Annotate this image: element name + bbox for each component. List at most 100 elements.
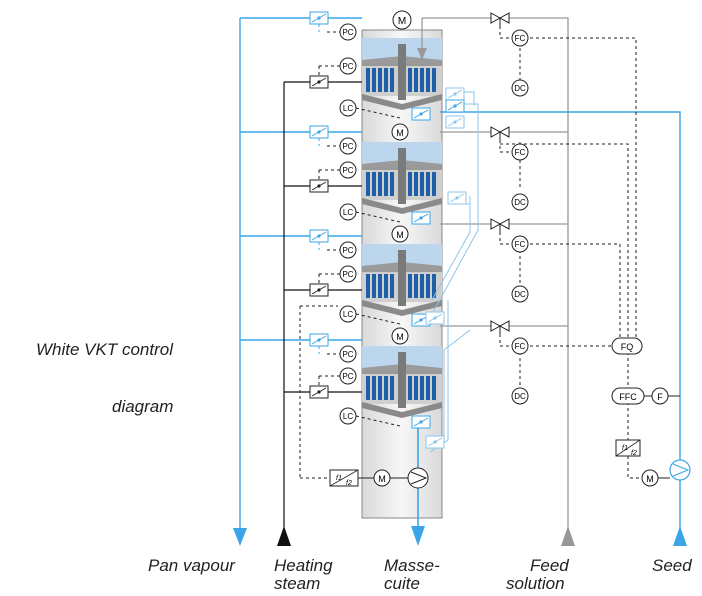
seed-valve-c — [445, 115, 465, 129]
steam-pc-2-label: PC — [342, 166, 353, 175]
seed-motor-icon: M — [641, 469, 659, 487]
heater-tube — [372, 68, 376, 92]
steam-pc-4: PC — [339, 367, 357, 385]
level-controller-3: LC — [339, 305, 357, 323]
svg-text:M: M — [396, 128, 404, 138]
seed-lines — [440, 111, 681, 530]
seed-pump-icon — [669, 459, 691, 481]
feed-fc-2: FC — [511, 143, 529, 161]
massecuite-arrow — [411, 526, 425, 546]
steam-pc-4-label: PC — [342, 372, 353, 381]
heater-tube — [420, 172, 424, 196]
heater-tube — [426, 376, 430, 400]
center-divider — [398, 148, 406, 204]
level-controller-2-label: LC — [343, 208, 353, 217]
density-controller-3-label: DC — [514, 290, 526, 299]
level-controller-4-label: LC — [343, 412, 353, 421]
massecuite-motor-label: M — [378, 474, 386, 484]
vapour-pc-1: PC — [339, 23, 357, 41]
heater-tube — [414, 274, 418, 298]
vessel-stage-4 — [362, 346, 442, 418]
density-controller-1: DC — [511, 79, 529, 97]
steam-pc-1: PC — [339, 57, 357, 75]
heating-steam-arrow — [277, 526, 291, 546]
massecuite-motor-icon: M — [373, 469, 391, 487]
massecuite-pump-icon — [407, 467, 429, 489]
heater-tube — [384, 274, 388, 298]
heater-tube — [390, 376, 394, 400]
seed-valve-d — [447, 191, 467, 205]
feed-down-arrow — [417, 48, 427, 60]
steam-valve-1 — [309, 75, 329, 89]
heater-tube — [408, 274, 412, 298]
density-controller-1-label: DC — [514, 84, 526, 93]
heating-steam-label-1: Heating — [274, 556, 333, 575]
feed-valve-3 — [490, 218, 510, 232]
f-instrument: F — [651, 387, 669, 405]
heater-tube — [414, 172, 418, 196]
heater-tube — [426, 68, 430, 92]
f-label: F — [657, 392, 663, 402]
density-controller-3: DC — [511, 285, 529, 303]
heater-tube — [408, 376, 412, 400]
vapour-valve-3 — [309, 229, 329, 243]
vapour-valve-4 — [309, 333, 329, 347]
fq-instrument: FQ — [611, 337, 643, 355]
steam-pc-2: PC — [339, 161, 357, 179]
top-motor-icon: M — [392, 10, 412, 30]
feed-fc-3-label: FC — [515, 240, 526, 249]
heater-tube — [366, 172, 370, 196]
steam-pc-1-label: PC — [342, 62, 353, 71]
heater-tube — [372, 274, 376, 298]
level-controller-2: LC — [339, 203, 357, 221]
massecuite-label-1: Masse- — [384, 556, 440, 575]
vessel-stage-3 — [362, 244, 442, 316]
stage-motor-4: M — [391, 327, 409, 345]
feed-fc-1-label: FC — [515, 34, 526, 43]
heater-tube — [426, 172, 430, 196]
center-divider — [398, 352, 406, 408]
steam-valve-2 — [309, 179, 329, 193]
stage-motor-3: M — [391, 225, 409, 243]
heater-tube — [378, 376, 382, 400]
vapour-pc-4-label: PC — [342, 350, 353, 359]
heater-tube — [378, 68, 382, 92]
feed-solution-label-1: Feed — [530, 556, 569, 575]
seed-valve-a — [445, 87, 465, 101]
pan-vapour-label: Pan vapour — [148, 556, 235, 575]
steam-pc-3: PC — [339, 265, 357, 283]
heater-tube — [372, 376, 376, 400]
svg-text:f1: f1 — [622, 445, 628, 452]
heater-tube — [384, 68, 388, 92]
seed-valve-b — [445, 99, 465, 113]
pan-vapour-arrow — [233, 528, 247, 546]
heater-tube — [378, 172, 382, 196]
feed-fc-4-label: FC — [515, 342, 526, 351]
feed-solution-arrow — [561, 526, 575, 546]
steam-valve-4 — [309, 385, 329, 399]
side-title-line1: White VKT control — [36, 340, 173, 359]
vessel-cone — [362, 402, 442, 418]
heater-tube — [432, 376, 436, 400]
transfer-valve-4 — [411, 415, 431, 429]
feed-solution-lines — [421, 17, 569, 530]
svg-text:M: M — [396, 230, 404, 240]
svg-text:f1: f1 — [336, 475, 342, 482]
vapour-pc-1-label: PC — [342, 28, 353, 37]
vessel-cone — [362, 300, 442, 316]
vapour-pc-4: PC — [339, 345, 357, 363]
feed-fc-1: FC — [511, 29, 529, 47]
feed-fc-4: FC — [511, 337, 529, 355]
svg-text:M: M — [396, 332, 404, 342]
vapour-valve-2 — [309, 125, 329, 139]
vessel-stage-1 — [362, 38, 442, 110]
heater-tube — [390, 274, 394, 298]
seed-control-group: FQ FFC F f1 f2 M — [611, 337, 691, 487]
transfer-valve-2 — [411, 211, 431, 225]
heater-tube — [366, 68, 370, 92]
heater-tube — [426, 274, 430, 298]
vapour-pc-3-label: PC — [342, 246, 353, 255]
seed-valve-e — [425, 311, 445, 325]
feed-valve-4 — [490, 320, 510, 334]
